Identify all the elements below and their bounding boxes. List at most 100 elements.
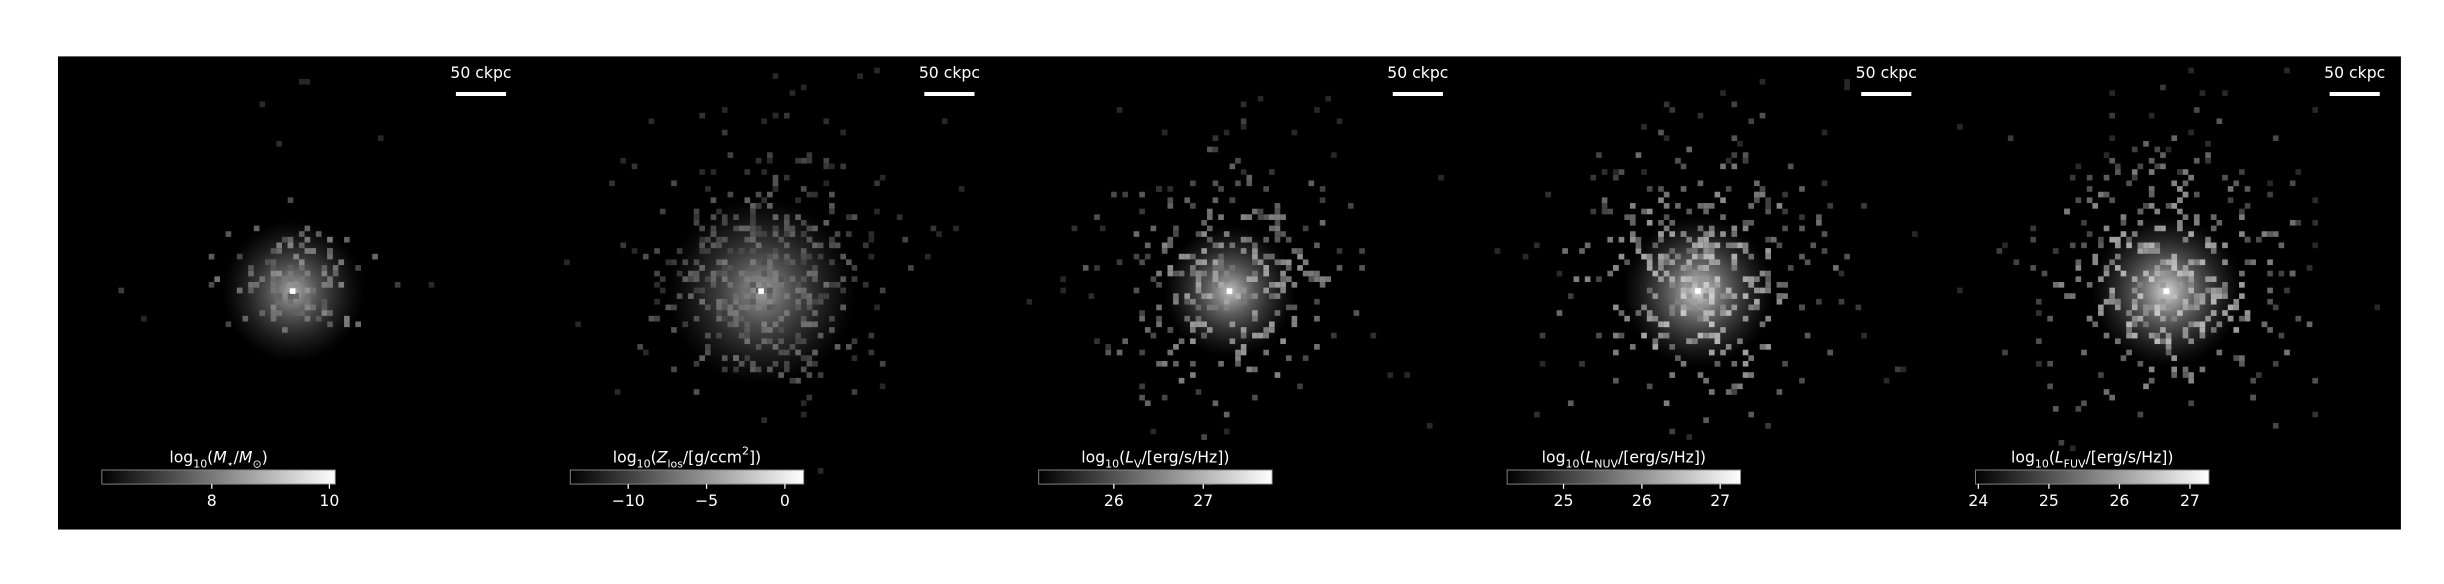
pixel [812, 276, 818, 282]
pixel [2233, 298, 2240, 305]
pixel [1190, 360, 1196, 367]
pixel [733, 321, 739, 328]
pixel [721, 259, 728, 266]
pixel [2058, 281, 2065, 288]
pixel [840, 129, 847, 136]
pixel [1263, 265, 1269, 271]
pixel [744, 276, 751, 282]
pixel [1691, 298, 1698, 305]
pixel [1167, 186, 1174, 192]
pixel [744, 293, 751, 299]
pixel [2109, 298, 2115, 305]
tick-label: 10 [319, 491, 339, 510]
pixel [1618, 253, 1625, 260]
pixel [298, 265, 305, 271]
pixel [2131, 298, 2138, 305]
pixel [767, 270, 773, 277]
pixel [2222, 287, 2228, 294]
pixel [1268, 253, 1275, 260]
pixel [2109, 157, 2115, 164]
pixel [1669, 248, 1676, 254]
pixel [2233, 180, 2240, 187]
panel: 50 ckpc log10(LV/[erg/s/Hz]) 26 27 [994, 56, 1465, 530]
pixel [1212, 270, 1219, 277]
pixel [2086, 186, 2093, 192]
pixel [1720, 214, 1726, 220]
pixel [772, 214, 779, 220]
pixel [2131, 287, 2138, 294]
pixel [778, 315, 784, 322]
pixel [721, 276, 728, 282]
pixel [276, 140, 283, 147]
label-part: ( [651, 447, 657, 466]
pixel [750, 219, 756, 226]
pixel [834, 344, 841, 350]
pixel [1206, 146, 1213, 153]
pixel [733, 298, 739, 305]
pixel [665, 304, 672, 311]
pixel [304, 287, 311, 294]
pixel [1641, 332, 1647, 339]
pixel [1708, 349, 1715, 356]
pixel [1725, 242, 1732, 249]
pixel [744, 321, 751, 328]
pixel [2199, 298, 2206, 305]
pixel [744, 225, 751, 232]
pixel [1714, 259, 1721, 266]
pixel [1646, 219, 1653, 226]
pixel [1754, 298, 1760, 305]
pixel [1720, 327, 1726, 333]
pixel [2160, 270, 2166, 277]
pixel [1195, 389, 1202, 395]
pixel [2103, 389, 2110, 395]
pixel [1646, 259, 1653, 266]
pixel [1291, 129, 1298, 136]
label-part: L [1125, 447, 1134, 466]
pixel [1218, 259, 1224, 266]
pixel [772, 321, 779, 328]
pixel [806, 321, 813, 328]
pixel [908, 265, 914, 271]
pixel [1190, 327, 1196, 333]
pixel [1725, 310, 1732, 316]
pixel [671, 304, 677, 311]
pixel [1844, 78, 1850, 85]
tick-label: 0 [780, 491, 790, 510]
pixel [2267, 327, 2273, 333]
pixel [817, 298, 824, 305]
pixel [710, 276, 717, 282]
pixel [1720, 90, 1726, 96]
pixel [2188, 281, 2194, 288]
pixel [2098, 236, 2104, 243]
pixel [1240, 236, 1247, 243]
pixel [851, 389, 858, 395]
pixel [1156, 270, 1162, 277]
pixel [2188, 259, 2194, 266]
pixel [1562, 248, 1568, 254]
pixel [699, 225, 706, 232]
pixel [778, 372, 784, 378]
tick-label: 8 [207, 491, 217, 510]
pixel [1229, 321, 1236, 328]
pixel [1252, 310, 1258, 316]
pixel [1708, 231, 1715, 237]
pixel [744, 169, 751, 175]
pixel [2165, 146, 2172, 153]
pixel [806, 293, 813, 299]
pixel [2103, 152, 2110, 158]
pixel [1759, 186, 1766, 192]
pixel [761, 417, 768, 423]
pixel [2154, 208, 2161, 215]
pixel [2120, 231, 2127, 237]
pixel [2002, 349, 2008, 356]
pixel [1240, 344, 1247, 350]
pixel [304, 248, 311, 254]
pixel [1663, 259, 1670, 266]
pixel [806, 152, 813, 158]
pixel [564, 259, 570, 266]
pixel [1144, 242, 1151, 249]
pixel [2239, 281, 2245, 288]
label-part: /[g/ccm [683, 447, 742, 466]
pixel [2007, 135, 2014, 141]
pixel [1285, 355, 1292, 361]
